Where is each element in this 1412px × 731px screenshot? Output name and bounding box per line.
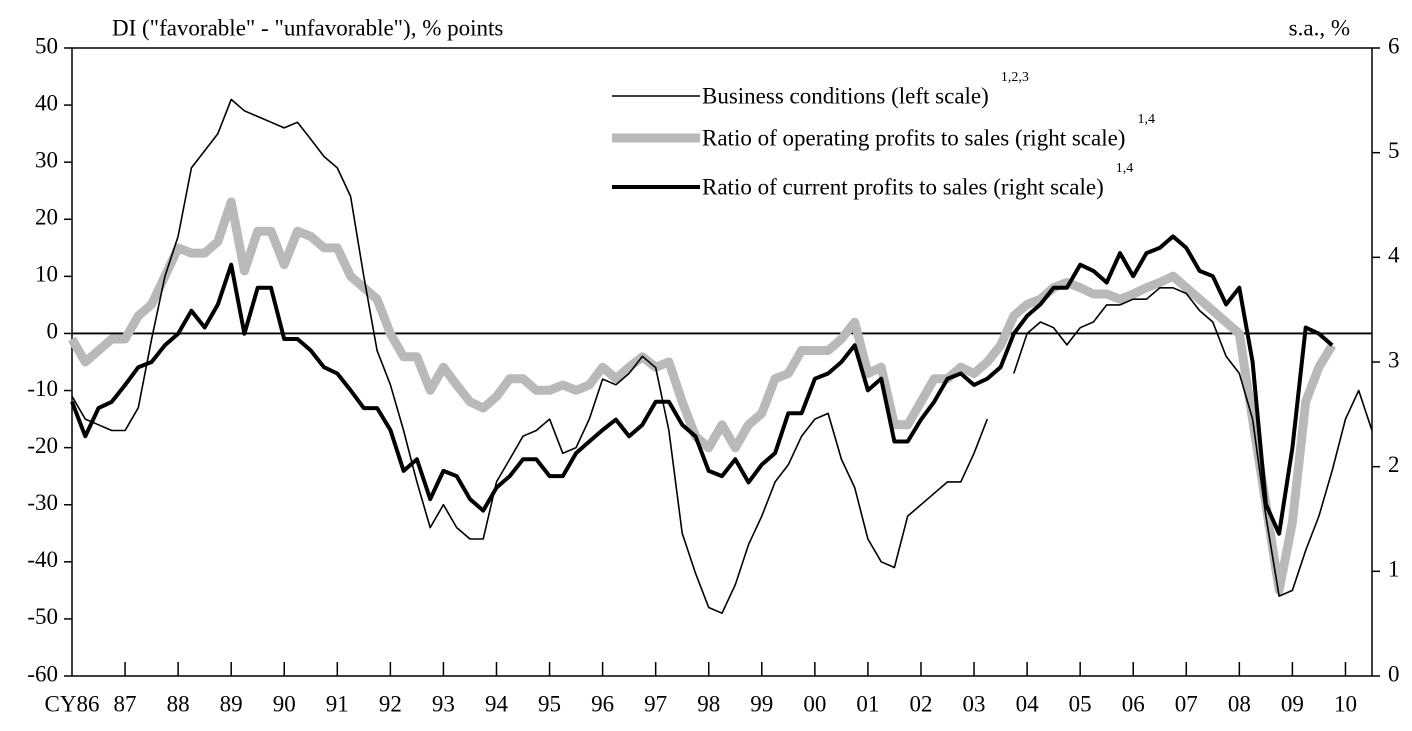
y2-tick-label: 5: [1388, 138, 1400, 163]
x-tick-label: 09: [1281, 691, 1304, 716]
x-tick-label: 08: [1228, 691, 1251, 716]
y-tick-label: 20: [35, 205, 58, 230]
x-tick-label: 02: [909, 691, 932, 716]
x-tick-label: 99: [750, 691, 773, 716]
y-tick-label: 40: [35, 90, 58, 115]
y2-tick-label: 3: [1388, 347, 1400, 372]
x-tick-label: 07: [1175, 691, 1198, 716]
y-tick-label: 10: [35, 262, 58, 287]
y-tick-label: -40: [27, 547, 58, 572]
x-tick-label: 88: [167, 691, 190, 716]
x-tick-label: 06: [1122, 691, 1145, 716]
legend-label: Business conditions (left scale): [702, 83, 989, 108]
x-tick-label: 96: [591, 691, 614, 716]
x-tick-label: 03: [963, 691, 986, 716]
y-tick-label: -20: [27, 433, 58, 458]
y-tick-label: -60: [27, 661, 58, 686]
x-tick-label: 94: [485, 691, 509, 716]
series-line: [71, 98, 1373, 614]
y-tick-label: 50: [35, 33, 58, 58]
x-tick-label: 93: [432, 691, 455, 716]
x-tick-label: 92: [379, 691, 402, 716]
y-tick-label: -50: [27, 604, 58, 629]
x-tick-label: 05: [1069, 691, 1092, 716]
y-axis-label: DI ("favorable" - "unfavorable"), % poin…: [112, 15, 503, 40]
x-tick-label: 98: [697, 691, 720, 716]
legend-label: Ratio of operating profits to sales (rig…: [702, 125, 1125, 150]
x-tick-label: 95: [538, 691, 561, 716]
x-tick-label: 04: [1016, 691, 1040, 716]
y2-tick-label: 4: [1388, 243, 1400, 268]
x-tick-label: 87: [114, 691, 137, 716]
y2-tick-label: 6: [1388, 33, 1400, 58]
y-tick-label: -30: [27, 490, 58, 515]
legend-label: Ratio of current profits to sales (right…: [702, 174, 1104, 199]
y2-axis-label: s.a., %: [1289, 15, 1350, 40]
y2-tick-label: 2: [1388, 452, 1400, 477]
y-tick-label: 30: [35, 147, 58, 172]
y-tick-label: -10: [27, 376, 58, 401]
series-line: [70, 234, 1334, 536]
x-tick-label: 01: [856, 691, 879, 716]
legend-note: 1,4: [1116, 161, 1134, 176]
x-tick-label: 91: [326, 691, 349, 716]
y2-tick-label: 1: [1388, 557, 1400, 582]
y2-tick-label: 0: [1388, 661, 1400, 686]
x-tick-label: 90: [273, 691, 296, 716]
x-tick-label: 10: [1334, 691, 1357, 716]
x-tick-label: CY86: [45, 691, 100, 716]
x-tick-label: 00: [803, 691, 826, 716]
x-tick-label: 97: [644, 691, 667, 716]
legend-note: 1,2,3: [1001, 70, 1029, 85]
y-tick-label: 0: [47, 319, 59, 344]
legend-note: 1,4: [1137, 112, 1155, 127]
series-line: [68, 197, 1337, 595]
x-tick-label: 89: [220, 691, 243, 716]
